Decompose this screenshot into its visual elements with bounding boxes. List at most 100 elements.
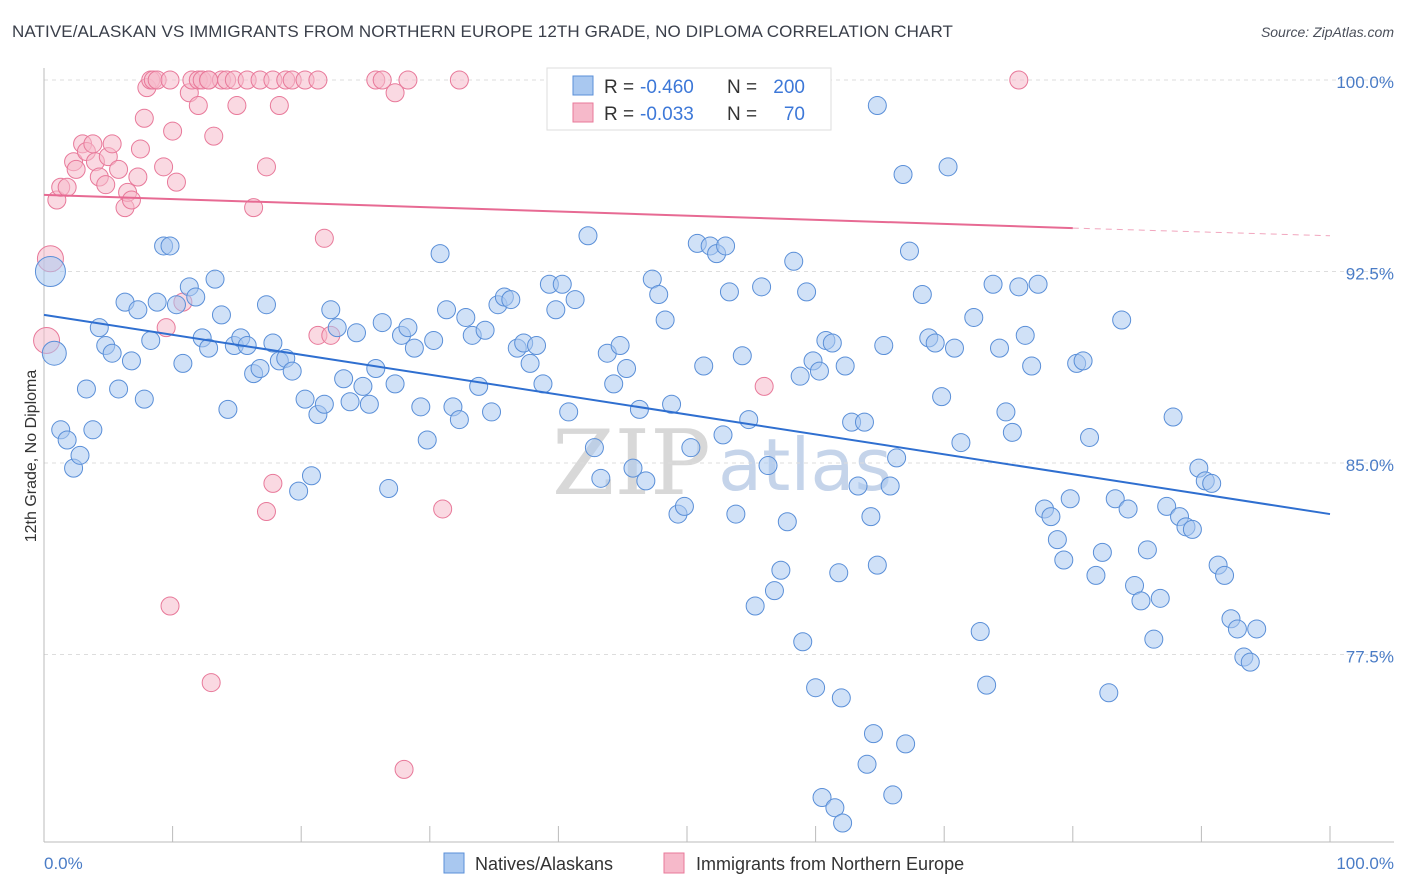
point-natives-112 [764, 581, 784, 601]
series-immigrants-points [33, 70, 1029, 779]
point-natives-125 [848, 476, 868, 496]
point-natives-64 [449, 410, 469, 430]
point-natives-53 [379, 479, 399, 499]
point-natives-169 [1144, 629, 1164, 649]
point-natives-92 [636, 471, 656, 491]
legend-r-value-2: -0.033 [640, 104, 694, 125]
point-natives-113 [771, 560, 791, 580]
point-natives-28 [218, 399, 238, 419]
point-natives-20 [166, 295, 186, 315]
x-tick-label-100: 100.0% [1336, 854, 1394, 873]
point-immigrants-58 [449, 70, 469, 90]
point-natives-56 [398, 318, 418, 338]
point-natives-106 [726, 504, 746, 524]
point-natives-43 [314, 394, 334, 414]
watermark-atlas: atlas [718, 423, 892, 507]
point-natives-95 [655, 310, 675, 330]
point-immigrants-14 [102, 134, 122, 154]
point-natives-10 [102, 343, 122, 363]
point-natives-154 [1047, 530, 1067, 550]
point-immigrants-36 [204, 126, 224, 146]
point-immigrants-46 [269, 96, 289, 116]
point-natives-128 [867, 555, 887, 575]
point-natives-140 [951, 433, 971, 453]
point-natives-137 [932, 387, 952, 407]
point-natives-101 [694, 356, 714, 376]
point-immigrants-42 [244, 198, 264, 218]
point-natives-52 [372, 313, 392, 333]
point-immigrants-59 [263, 473, 283, 493]
trend-lines [43, 193, 1331, 516]
point-natives-65 [456, 307, 476, 327]
point-natives-76 [527, 336, 547, 356]
legend-swatch-pink [572, 102, 594, 123]
bottom-legend-swatch-blue [443, 852, 465, 874]
point-immigrants-12 [96, 175, 116, 195]
point-natives-126 [854, 412, 874, 432]
point-natives-187 [806, 678, 826, 698]
point-natives-149 [1015, 325, 1035, 345]
point-immigrants-63 [394, 759, 414, 779]
y-tick-label-0: 100.0% [1336, 73, 1394, 92]
point-natives-84 [584, 438, 604, 458]
legend-n-label-2: N = [727, 104, 757, 125]
bottom-legend-swatch-pink [663, 852, 685, 874]
point-natives-182 [1227, 619, 1247, 639]
point-natives-122 [829, 563, 849, 583]
point-natives-58 [411, 397, 431, 417]
point-natives-178 [1202, 473, 1222, 493]
source-label: Source: ZipAtlas.com [1260, 24, 1394, 40]
point-natives-81 [559, 402, 579, 422]
point-natives-167 [1131, 591, 1151, 611]
x-ticks [43, 826, 1331, 842]
point-natives-160 [1086, 565, 1106, 585]
point-natives-194 [896, 734, 916, 754]
point-immigrants-28 [163, 121, 183, 141]
point-natives-156 [1060, 489, 1080, 509]
point-natives-147 [1002, 422, 1022, 442]
point-natives-134 [912, 284, 932, 304]
point-natives-139 [944, 338, 964, 358]
y-axis-title: 12th Grade, No Diploma [23, 370, 40, 543]
point-natives-13 [121, 351, 141, 371]
point-immigrants-19 [128, 167, 148, 187]
point-natives-17 [147, 292, 167, 312]
axes [43, 68, 1394, 843]
point-natives-48 [346, 323, 366, 343]
point-natives-61 [430, 244, 450, 264]
point-natives-19 [160, 236, 180, 256]
point-immigrants-6 [66, 159, 86, 179]
point-natives-155 [1054, 550, 1074, 570]
point-natives-7 [83, 420, 103, 440]
point-natives-104 [713, 425, 733, 445]
chart-title: NATIVE/ALASKAN VS IMMIGRANTS FROM NORTHE… [12, 22, 953, 41]
point-natives-27 [211, 305, 231, 325]
bottom-legend-label-natives: Natives/Alaskans [475, 854, 613, 874]
point-immigrants-20 [130, 139, 150, 159]
point-natives-123 [835, 356, 855, 376]
point-natives-151 [1028, 274, 1048, 294]
point-natives-87 [604, 374, 624, 394]
point-natives-116 [790, 366, 810, 386]
point-natives-165 [1118, 499, 1138, 519]
y-tick-label-2: 85.0% [1346, 456, 1394, 475]
point-natives-191 [812, 787, 832, 807]
point-natives-23 [186, 287, 206, 307]
point-natives-68 [475, 320, 495, 340]
point-immigrants-61 [160, 596, 180, 616]
point-natives-47 [340, 392, 360, 412]
point-natives-11 [109, 379, 129, 399]
bottom-legend-label-immigrants: Immigrants from Northern Europe [696, 854, 964, 874]
point-natives-80 [552, 274, 572, 294]
point-natives-85 [591, 468, 611, 488]
y-tick-labels: 100.0% 92.5% 85.0% 77.5% [1336, 73, 1394, 667]
point-natives-88 [610, 336, 630, 356]
point-natives-1 [41, 340, 67, 366]
point-immigrants-44 [256, 157, 276, 177]
point-natives-5 [70, 445, 90, 465]
point-natives-72 [501, 290, 521, 310]
point-natives-98 [674, 496, 694, 516]
point-natives-60 [424, 330, 444, 350]
legend-r-value-1: -0.460 [640, 77, 694, 98]
point-immigrants-4 [57, 177, 77, 197]
